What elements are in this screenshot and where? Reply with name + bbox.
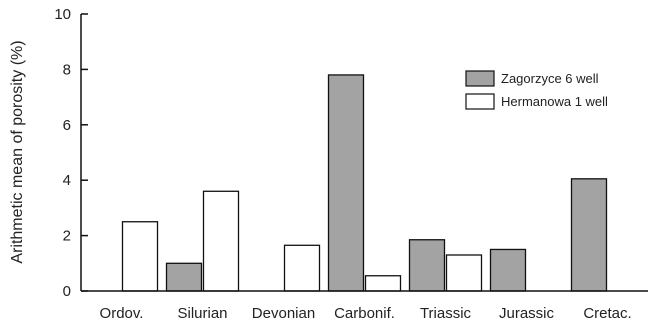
legend-swatch-1	[465, 93, 495, 110]
x-category-label-6: Cretac.	[583, 305, 631, 322]
bar-zagorzyce-5	[489, 248, 527, 292]
bar-hermanowa-2	[283, 244, 321, 292]
bar-zagorzyce-3	[327, 74, 365, 292]
bar-hermanowa-3	[364, 275, 402, 292]
legend-label-1: Hermanowa 1 well	[501, 94, 608, 109]
y-tick-label-3: 6	[63, 117, 71, 134]
legend-swatch-0	[465, 70, 495, 87]
bar-zagorzyce-1	[165, 262, 203, 292]
bars-group	[121, 74, 608, 292]
bar-hermanowa-4	[445, 254, 483, 292]
y-tick-label-4: 8	[63, 61, 71, 78]
y-tick-label-5: 10	[54, 6, 71, 23]
x-category-label-0: Ordov.	[100, 305, 144, 322]
legend-label-0: Zagorzyce 6 well	[501, 71, 599, 86]
x-category-label-3: Carbonif.	[334, 305, 395, 322]
y-ticks-group: 0 2 4 6 8 10	[54, 6, 88, 300]
x-category-label-4: Triassic	[420, 305, 472, 322]
y-axis-title: Arithmetic mean of porosity (%)	[9, 40, 26, 263]
bar-zagorzyce-6	[570, 178, 608, 292]
bar-hermanowa-0	[121, 221, 159, 292]
legend: Zagorzyce 6 well Hermanowa 1 well	[465, 70, 608, 110]
y-tick-label-0: 0	[63, 283, 71, 300]
axes-group	[80, 14, 648, 292]
y-tick-label-2: 4	[63, 172, 71, 189]
bar-zagorzyce-4	[408, 239, 446, 292]
bar-hermanowa-1	[202, 190, 240, 292]
x-labels-group: Ordov. Silurian Devonian Carbonif. Triassic J…	[100, 305, 632, 322]
x-category-label-1: Silurian	[177, 305, 227, 322]
x-category-label-2: Devonian	[252, 305, 315, 322]
y-tick-label-1: 2	[63, 228, 71, 245]
x-category-label-5: Jurassic	[499, 305, 555, 322]
